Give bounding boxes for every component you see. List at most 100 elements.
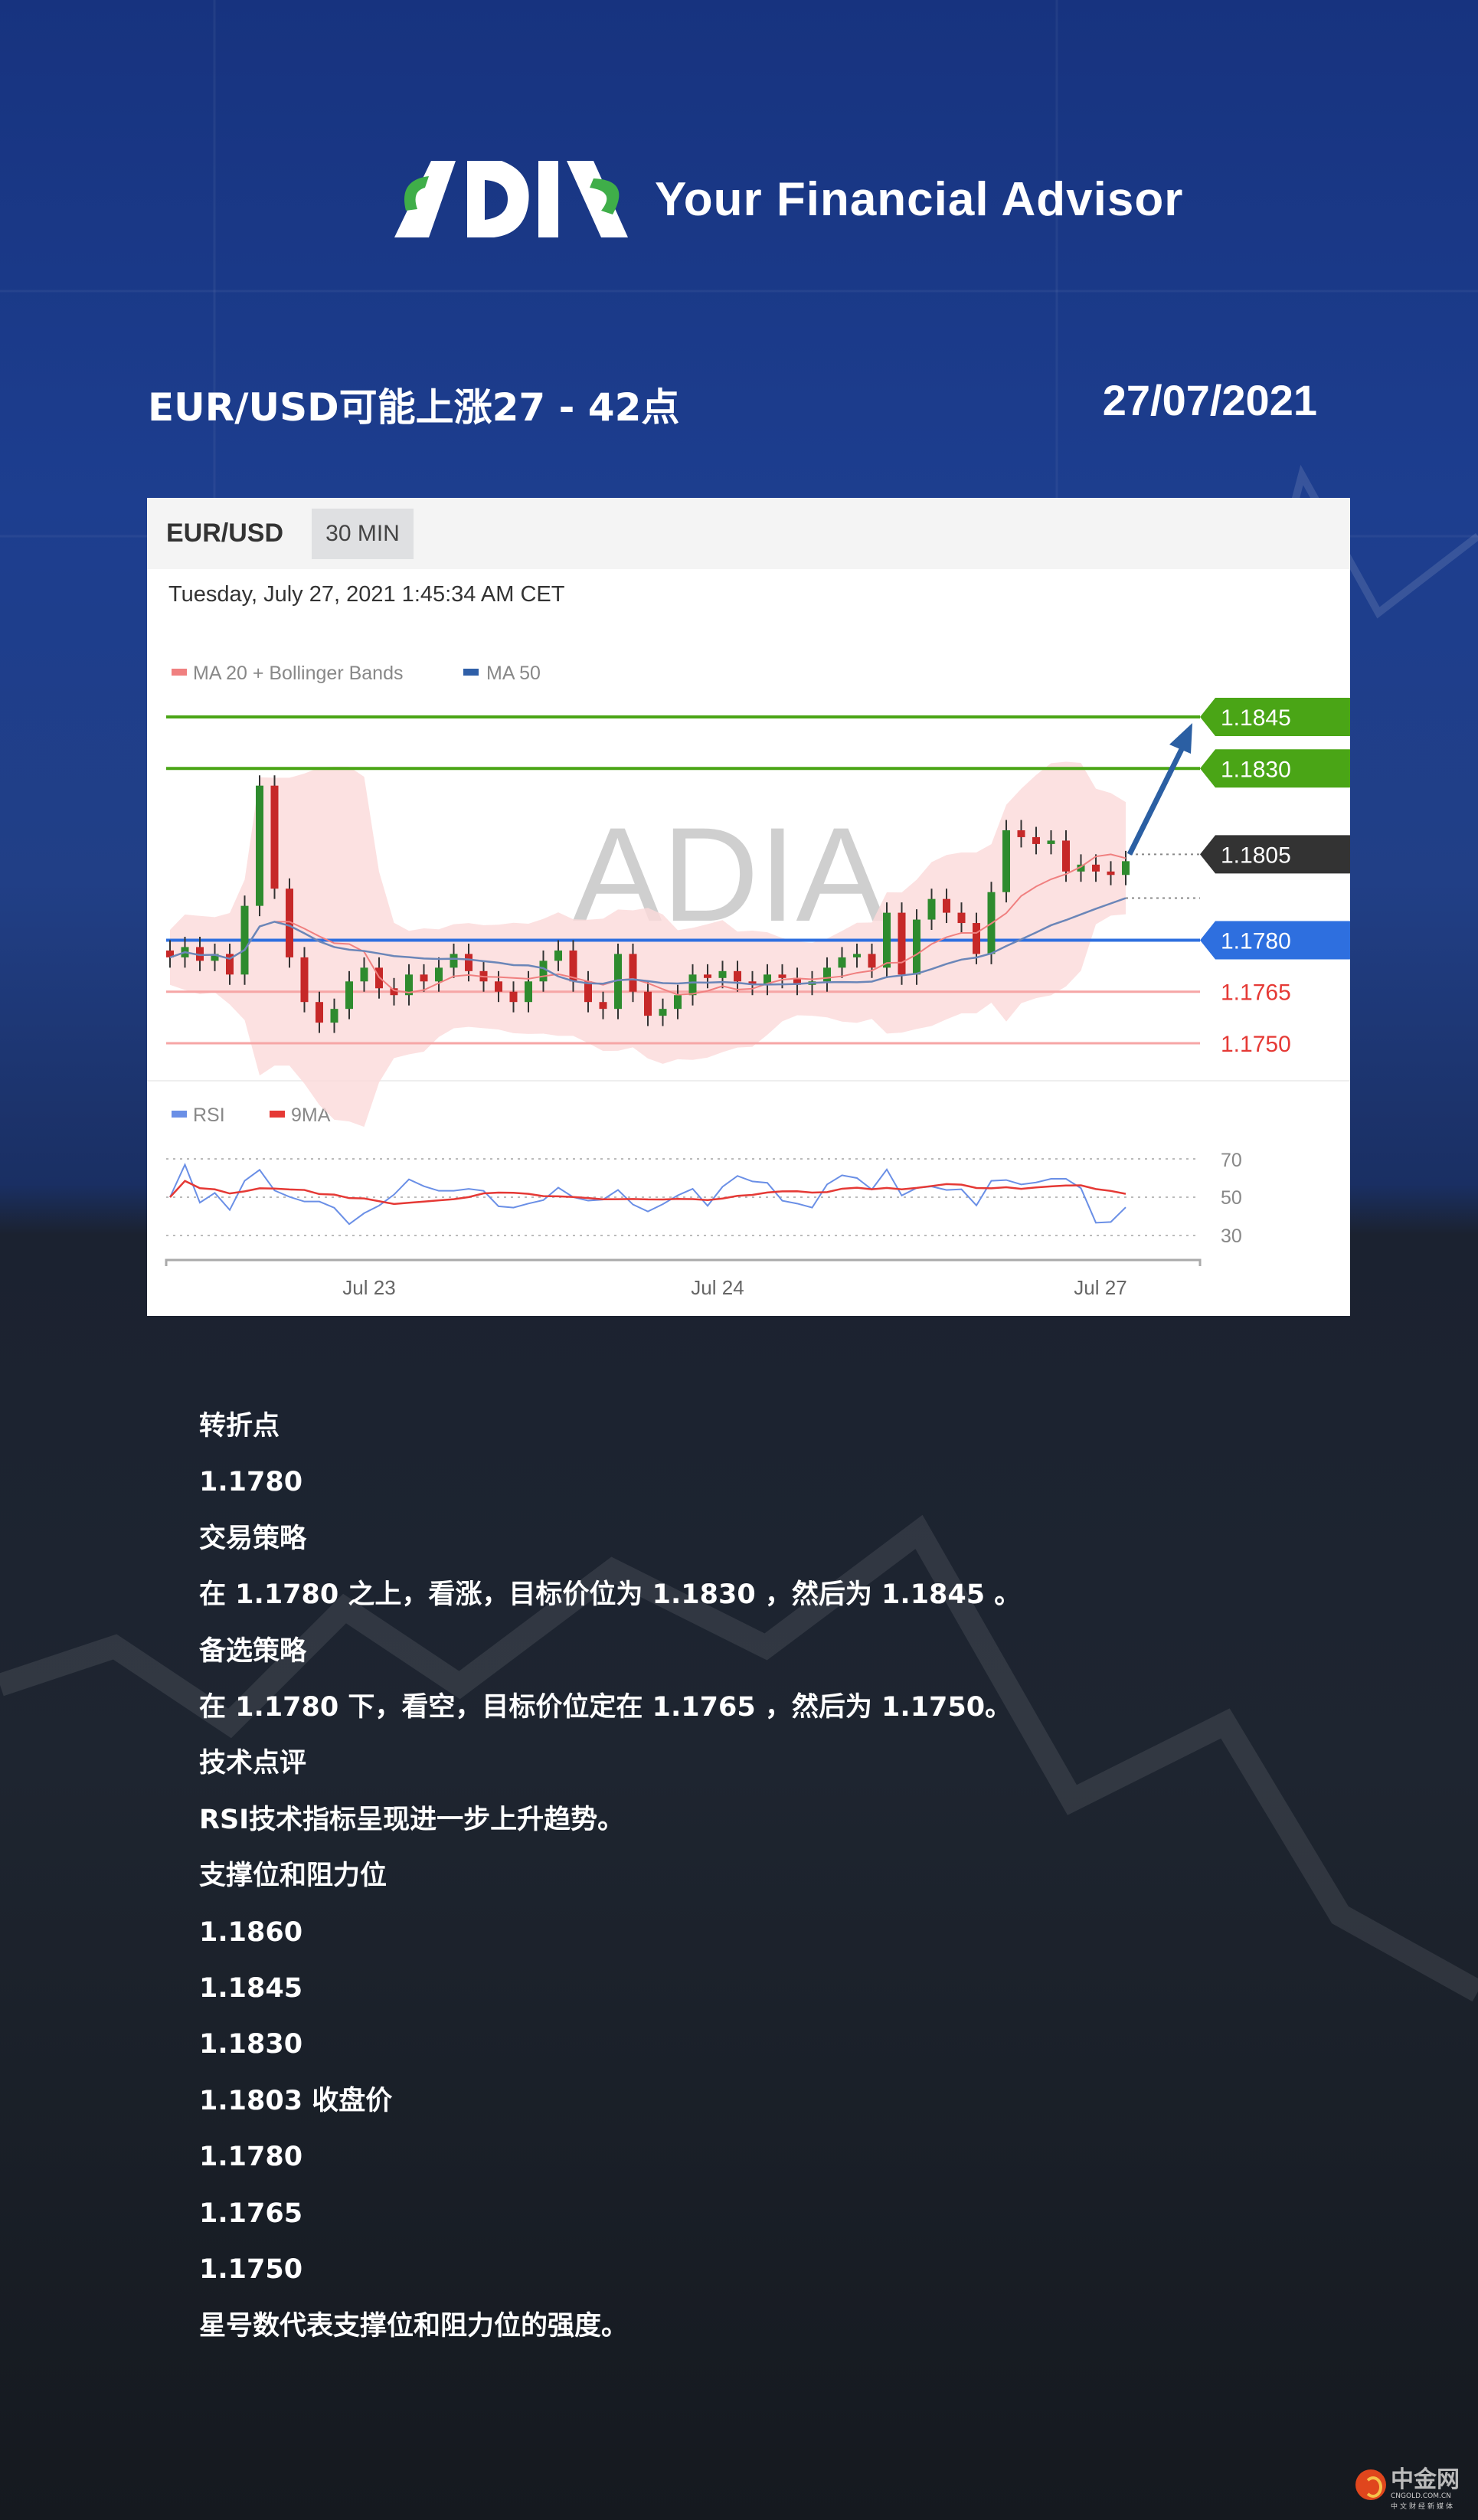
level-tag — [1200, 921, 1350, 960]
legend-swatch-9ma — [270, 1111, 285, 1118]
candle-body — [554, 950, 562, 961]
candle-body — [525, 981, 532, 1003]
x-tick-jul27: Jul 27 — [1074, 1276, 1126, 1299]
ma50-line — [169, 897, 1126, 986]
level-item: 1.1860 — [199, 1916, 303, 1948]
label-strategy: 交易策略 — [199, 1523, 307, 1554]
cngold-icon — [1355, 2469, 1386, 2500]
candle-body — [1062, 840, 1070, 872]
legend-swatch-ma50 — [463, 669, 479, 676]
candle-body — [345, 981, 353, 1010]
candle-body — [539, 961, 548, 982]
candle-body — [764, 974, 771, 985]
forecast-arrow-head — [1169, 723, 1192, 754]
candle-body — [420, 974, 428, 982]
legend-ma20: MA 20 + Bollinger Bands — [193, 663, 403, 684]
chart-timestamp: Tuesday, July 27, 2021 1:45:34 AM CET — [168, 582, 565, 607]
candle-body — [748, 981, 757, 985]
candle-body — [211, 954, 219, 961]
level-item: 1.1830 — [199, 2029, 303, 2060]
candle-body — [196, 947, 204, 961]
candle-body — [300, 957, 309, 1003]
rsi-tick-30: 30 — [1221, 1226, 1242, 1247]
alternative-text: 在 1.1780 下，看空，目标价位定在 1.1765 ，然后为 1.1750。 — [199, 1692, 1012, 1723]
level-tag — [1200, 749, 1350, 788]
page-title: EUR/USD可能上涨27 - 42点 — [148, 385, 680, 430]
candle-body — [838, 957, 846, 968]
x-tick-jul24: Jul 24 — [691, 1276, 744, 1299]
candle-body — [1047, 840, 1055, 844]
candle-body — [465, 954, 473, 971]
candle-body — [166, 950, 174, 957]
tagline: Your Financial Advisor — [655, 172, 1184, 226]
candle-body — [778, 974, 786, 978]
rsi-9ma-line — [169, 1180, 1126, 1206]
candle-body — [674, 995, 682, 1010]
candle-body — [569, 950, 577, 982]
candle-body — [853, 954, 861, 957]
label-alternative: 备选策略 — [199, 1635, 307, 1667]
legend-rsi: RSI — [193, 1105, 225, 1126]
timeframe-badge[interactable]: 30 MIN — [312, 509, 414, 559]
candle-body — [629, 954, 637, 992]
candle-body — [614, 954, 622, 1010]
candle-body — [316, 1002, 323, 1023]
level-tag — [1200, 698, 1350, 736]
candle-body — [734, 970, 741, 982]
candle-body — [927, 898, 936, 920]
legend-ma50: MA 50 — [486, 663, 541, 684]
candle-body — [495, 981, 502, 992]
level-item: 1.1803 收盘价 — [199, 2085, 393, 2116]
candle-body — [509, 991, 518, 1003]
bollinger-band — [170, 761, 1126, 1127]
candle-body — [973, 923, 980, 954]
adia-logo — [394, 161, 628, 237]
level-item: 1.1765 — [199, 2198, 303, 2229]
candle-body — [913, 919, 920, 975]
currency-pair: EUR/USD — [166, 519, 284, 548]
candle-body — [718, 970, 727, 978]
rsi-tick-50: 50 — [1221, 1187, 1242, 1209]
candle-body — [704, 974, 711, 978]
level-label: 1.1830 — [1221, 757, 1291, 782]
level-item: 1.1750 — [199, 2254, 303, 2286]
comment-text: RSI技术指标呈现进一步上升趋势。 — [199, 1804, 625, 1835]
candle-body — [286, 889, 293, 957]
rsi-line — [169, 1162, 1126, 1226]
pivot-value: 1.1780 — [199, 1467, 303, 1498]
price-legend: MA 20 + Bollinger Bands MA 50 — [172, 663, 541, 684]
chart-panel: EUR/USD 30 MIN Tuesday, July 27, 2021 1:… — [147, 498, 1350, 1316]
candle-body — [390, 988, 398, 996]
candle-body — [1032, 836, 1040, 844]
candle-body — [330, 1009, 338, 1023]
label-comment: 技术点评 — [199, 1748, 307, 1779]
level-label: 1.1845 — [1221, 705, 1291, 731]
footnote: 星号数代表支撑位和阻力位的强度。 — [199, 2310, 629, 2342]
strategy-text: 在 1.1780 之上，看涨，目标价位为 1.1830 ，然后为 1.1845 … — [199, 1579, 1022, 1611]
candle-body — [360, 967, 368, 982]
level-item: 1.1780 — [199, 2142, 303, 2173]
candle-body — [240, 905, 249, 975]
candle-body — [405, 974, 413, 996]
candle-body — [435, 967, 443, 982]
candle-body — [1092, 864, 1100, 872]
brand-header: Your Financial Advisor — [394, 157, 1183, 241]
report-date: 27/07/2021 — [1102, 376, 1317, 424]
analysis-text: 转折点 1.1780 交易策略 在 1.1780 之上，看涨，目标价位为 1.1… — [199, 1399, 1021, 2355]
candle-body — [659, 1009, 667, 1016]
candle-body — [823, 967, 831, 982]
level-label: 1.1765 — [1221, 980, 1291, 1006]
cngold-logo: 中金网 CNGOLD.COM.CN 中文财经新媒体 — [1355, 2468, 1460, 2511]
rsi-legend: RSI 9MA — [172, 1105, 331, 1126]
candle-body — [688, 974, 697, 996]
chart-header: EUR/USD 30 MIN — [147, 498, 1350, 569]
label-levels: 支撑位和阻力位 — [199, 1861, 387, 1892]
level-item: 1.1845 — [199, 1973, 303, 2005]
candle-body — [584, 981, 592, 1003]
price-chart: ADIA MA 20 + Bollinger Bands MA 50 RSI 9… — [147, 663, 1350, 1299]
level-label: 1.1805 — [1221, 843, 1291, 868]
cngold-url: CNGOLD.COM.CN — [1391, 2492, 1451, 2500]
level-tag — [1200, 835, 1350, 874]
candle-body — [270, 785, 279, 889]
candle-body — [1122, 861, 1130, 875]
